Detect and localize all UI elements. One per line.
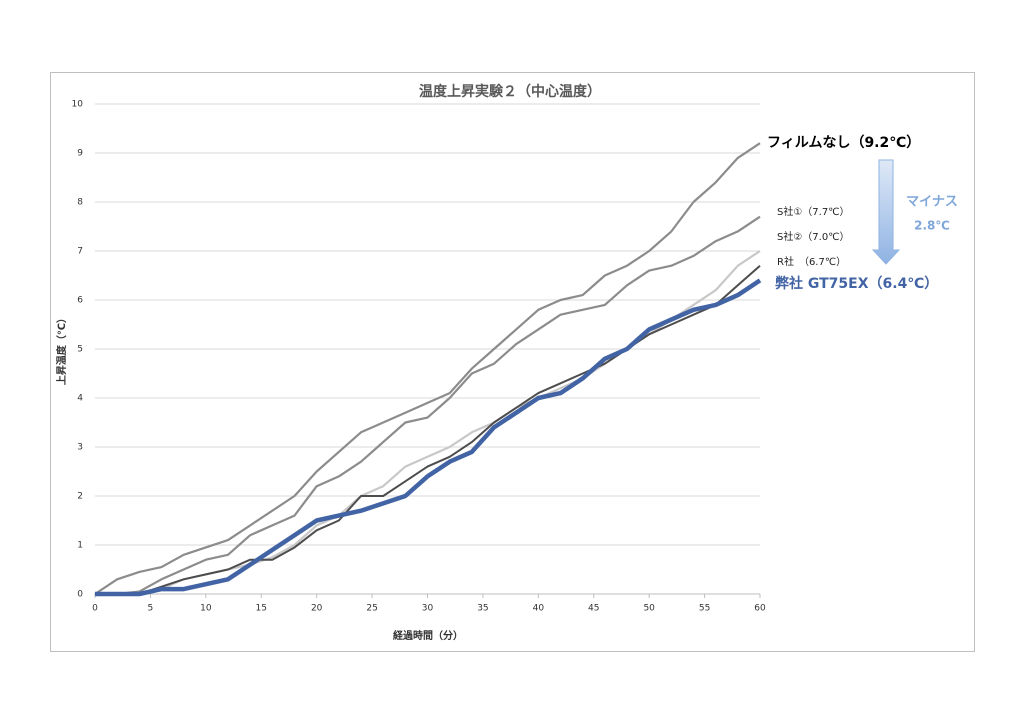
y-tick-label: 4: [77, 394, 83, 404]
y-tick-label: 1: [77, 541, 83, 551]
y-axis-label: 上昇温度（℃）: [55, 313, 68, 385]
y-tick-label: 3: [77, 443, 83, 453]
series-line: [95, 215, 761, 596]
x-tick-label: 5: [148, 604, 154, 614]
x-tick-label: 55: [699, 604, 710, 614]
annotation: 2.8℃: [914, 219, 950, 233]
y-tick-label: 10: [72, 100, 84, 110]
x-tick-label: 40: [533, 604, 545, 614]
y-tick-label: 2: [77, 492, 83, 502]
x-tick-label: 30: [422, 604, 434, 614]
x-tick-label: 35: [477, 604, 488, 614]
x-tick-label: 50: [643, 604, 655, 614]
x-tick-label: 20: [311, 604, 323, 614]
annotation: マイナス: [906, 195, 958, 210]
series-line: [95, 278, 762, 597]
x-axis-label: 経過時間（分）: [393, 629, 463, 642]
x-tick-label: 25: [366, 604, 377, 614]
series-label: R社 （6.7℃）: [777, 255, 846, 268]
series-label: 弊社 GT75EX（6.4℃）: [775, 275, 938, 292]
chart-title: 温度上昇実験２（中心温度）: [419, 83, 601, 100]
x-tick-label: 60: [754, 604, 766, 614]
difference-arrow: [871, 159, 901, 265]
y-tick-label: 6: [77, 296, 83, 306]
series-line: [94, 142, 761, 595]
x-tick-label: 10: [200, 604, 212, 614]
y-tick-label: 0: [77, 590, 83, 600]
series-line: [95, 264, 761, 595]
series-label: フィルムなし（9.2℃）: [767, 135, 920, 151]
series-label: S社②（7.0℃）: [777, 230, 849, 243]
y-tick-label: 9: [77, 149, 83, 159]
y-tick-label: 5: [77, 345, 83, 355]
x-tick-label: 15: [256, 604, 267, 614]
y-tick-label: 7: [77, 247, 83, 257]
series-label: S社①（7.7℃）: [777, 205, 849, 218]
x-tick-label: 0: [92, 604, 98, 614]
chart-frame: [50, 72, 975, 652]
y-tick-label: 8: [77, 198, 83, 208]
x-tick-label: 45: [588, 604, 599, 614]
